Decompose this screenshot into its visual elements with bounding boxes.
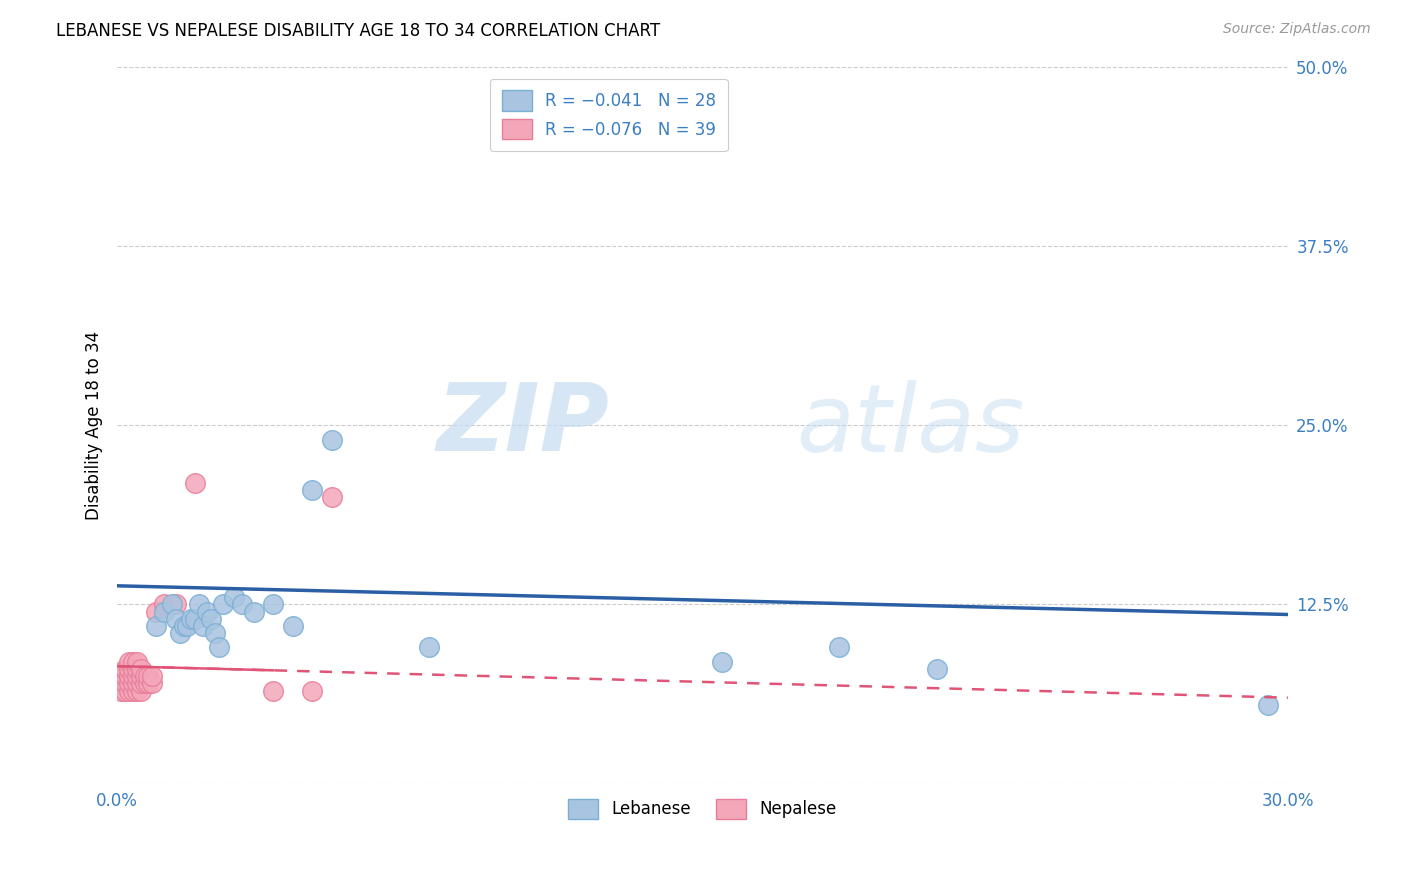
- Point: [125, 669, 148, 683]
- Point: [321, 490, 343, 504]
- Point: [141, 669, 163, 683]
- Point: [1257, 698, 1279, 712]
- Point: [184, 612, 207, 626]
- Point: [191, 619, 214, 633]
- Point: [145, 605, 167, 619]
- Point: [138, 676, 160, 690]
- Point: [129, 669, 152, 683]
- Point: [281, 619, 304, 633]
- Point: [211, 598, 233, 612]
- Point: [110, 676, 132, 690]
- Point: [129, 662, 152, 676]
- Point: [125, 676, 148, 690]
- Point: [145, 619, 167, 633]
- Point: [301, 683, 323, 698]
- Point: [118, 676, 141, 690]
- Point: [262, 683, 284, 698]
- Point: [153, 598, 176, 612]
- Text: LEBANESE VS NEPALESE DISABILITY AGE 18 TO 34 CORRELATION CHART: LEBANESE VS NEPALESE DISABILITY AGE 18 T…: [56, 22, 661, 40]
- Point: [224, 591, 246, 605]
- Point: [242, 605, 264, 619]
- Text: atlas: atlas: [796, 380, 1025, 471]
- Point: [231, 598, 253, 612]
- Point: [121, 662, 143, 676]
- Point: [121, 655, 143, 669]
- Point: [118, 683, 141, 698]
- Point: [200, 612, 222, 626]
- Point: [134, 676, 156, 690]
- Point: [129, 676, 152, 690]
- Point: [118, 655, 141, 669]
- Point: [125, 683, 148, 698]
- Point: [208, 640, 231, 655]
- Point: [114, 669, 136, 683]
- Point: [141, 676, 163, 690]
- Point: [180, 612, 202, 626]
- Point: [173, 619, 195, 633]
- Point: [188, 598, 211, 612]
- Point: [204, 626, 226, 640]
- Text: ZIP: ZIP: [436, 379, 609, 471]
- Point: [129, 683, 152, 698]
- Point: [138, 669, 160, 683]
- Point: [301, 483, 323, 497]
- Point: [165, 598, 187, 612]
- Text: Source: ZipAtlas.com: Source: ZipAtlas.com: [1223, 22, 1371, 37]
- Point: [165, 612, 187, 626]
- Point: [114, 683, 136, 698]
- Point: [153, 605, 176, 619]
- Point: [125, 655, 148, 669]
- Point: [169, 626, 191, 640]
- Legend: Lebanese, Nepalese: Lebanese, Nepalese: [561, 792, 844, 826]
- Point: [110, 669, 132, 683]
- Point: [121, 683, 143, 698]
- Point: [195, 605, 218, 619]
- Point: [118, 662, 141, 676]
- Point: [121, 676, 143, 690]
- Point: [418, 640, 440, 655]
- Point: [184, 475, 207, 490]
- Point: [711, 655, 734, 669]
- Point: [125, 662, 148, 676]
- Point: [160, 598, 183, 612]
- Point: [121, 669, 143, 683]
- Point: [114, 676, 136, 690]
- Point: [828, 640, 851, 655]
- Point: [110, 683, 132, 698]
- Point: [321, 433, 343, 447]
- Point: [118, 669, 141, 683]
- Point: [134, 669, 156, 683]
- Point: [925, 662, 948, 676]
- Point: [262, 598, 284, 612]
- Point: [114, 662, 136, 676]
- Y-axis label: Disability Age 18 to 34: Disability Age 18 to 34: [86, 331, 103, 520]
- Point: [176, 619, 198, 633]
